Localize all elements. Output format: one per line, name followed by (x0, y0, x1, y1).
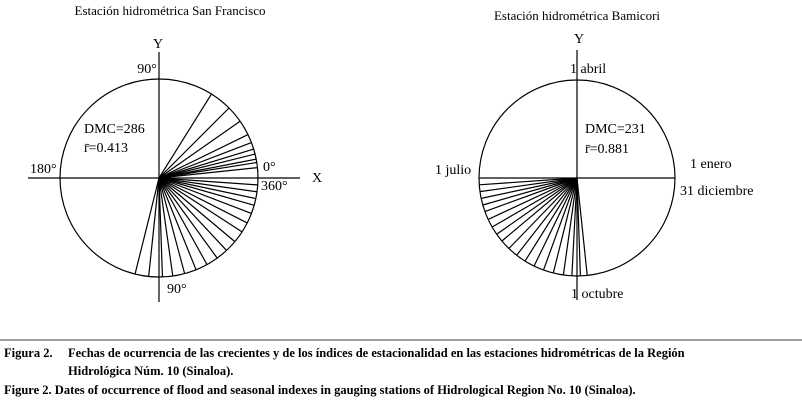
y-label: Y (153, 37, 163, 52)
flood-ray (576, 177, 588, 276)
y-label: Y (574, 32, 584, 47)
x-label: X (312, 171, 322, 186)
flood-ray (158, 148, 254, 179)
flood-ray (158, 177, 256, 200)
flood-ray (158, 177, 197, 271)
right-lower-label: 360° (261, 179, 288, 194)
left-label: 180° (30, 162, 57, 177)
flood-ray (491, 177, 578, 228)
flood-ray (158, 177, 255, 206)
flood-ray (481, 177, 578, 199)
flood-ray (158, 134, 249, 179)
flood-ray (158, 177, 174, 277)
flood-ray (524, 177, 578, 262)
right-diagram: Estación hidrométrica Bamicori Y 1 abril… (435, 8, 753, 302)
right-upper-label: 0° (263, 160, 276, 175)
flood-ray (479, 177, 578, 193)
r-value: r̄=0.413 (84, 141, 128, 156)
flood-ray (158, 177, 243, 233)
flood-ray (158, 177, 218, 259)
flood-ray (571, 177, 578, 276)
left-label: 1 julio (435, 163, 471, 178)
flood-ray (496, 177, 578, 235)
caption-lead: Figura 2. (4, 346, 53, 360)
flood-ray (158, 177, 236, 243)
flood-ray (576, 177, 582, 276)
flood-ray (158, 177, 248, 224)
flood-ray (542, 177, 578, 271)
flood-ray (148, 177, 160, 277)
top-label: 90° (137, 62, 157, 77)
title: Estación hidrométrica Bamicori (494, 8, 660, 23)
bottom-label: 90° (167, 282, 187, 297)
caption-es: Fechas de ocurrencia de las crecientes y… (68, 346, 685, 360)
flood-ray (158, 141, 252, 179)
caption-es-2: Hidrológica Núm. 10 (Sinaloa). (68, 364, 233, 378)
flood-ray (487, 177, 578, 220)
flood-ray (516, 177, 578, 256)
r-value: r̄=0.881 (585, 142, 629, 157)
flood-ray (158, 177, 186, 274)
flood-ray (158, 153, 256, 179)
right-lower-label: 31 diciembre (680, 184, 753, 199)
flood-ray (562, 177, 578, 276)
flood-ray (158, 107, 230, 179)
caption-en: Figure 2. Dates of occurrence of flood a… (4, 383, 636, 397)
flood-ray (482, 177, 578, 206)
dmc: DMC=286 (84, 122, 145, 137)
left-diagram: Estación hidrométrica San Francisco Y X … (28, 3, 322, 302)
flood-ray (158, 177, 252, 215)
flood-ray (533, 177, 578, 267)
flood-ray (484, 177, 578, 213)
flood-ray (158, 120, 241, 179)
flood-ray (158, 177, 258, 186)
flood-ray (158, 177, 208, 265)
flood-ray (552, 177, 578, 274)
flood-ray (479, 177, 578, 186)
title: Estación hidrométrica San Francisco (75, 3, 266, 18)
flood-ray (158, 177, 164, 277)
top-label: 1 abril (570, 62, 606, 77)
flood-ray (508, 177, 578, 249)
dmc: DMC=231 (585, 122, 646, 137)
right-upper-label: 1 enero (690, 157, 732, 172)
flood-ray (158, 167, 258, 179)
flood-ray (158, 161, 257, 179)
flood-ray (134, 177, 160, 275)
flood-ray (158, 177, 258, 193)
flood-ray (158, 177, 227, 251)
flood-ray (501, 177, 578, 242)
bottom-label: 1 octubre (571, 287, 623, 302)
flood-ray (158, 93, 212, 179)
